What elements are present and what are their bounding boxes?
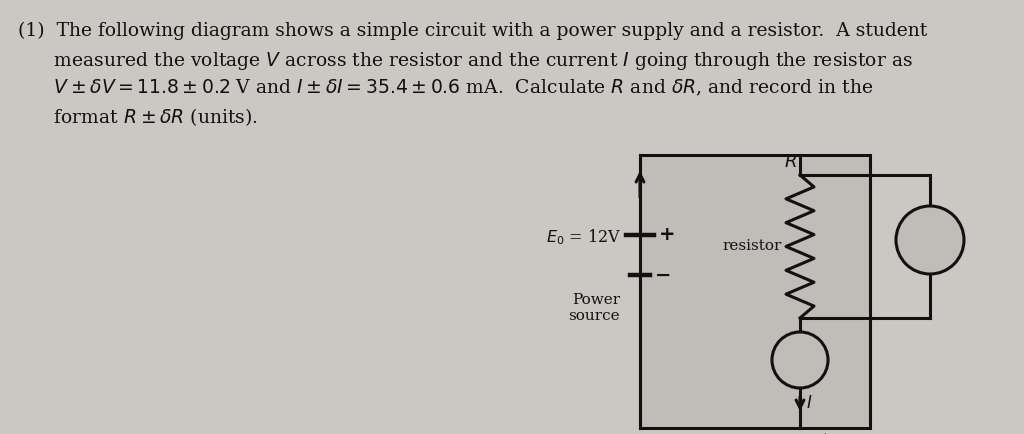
Text: format $R \pm \delta R$ (units).: format $R \pm \delta R$ (units). xyxy=(18,106,258,128)
Text: −: − xyxy=(655,266,672,285)
Text: (1)  The following diagram shows a simple circuit with a power supply and a resi: (1) The following diagram shows a simple… xyxy=(18,22,928,40)
Bar xyxy=(640,155,870,428)
Text: $I$: $I$ xyxy=(806,395,812,412)
Ellipse shape xyxy=(896,206,964,274)
Text: measured the voltage $V$ across the resistor and the current $I$ going through t: measured the voltage $V$ across the resi… xyxy=(18,50,912,72)
Text: $R$: $R$ xyxy=(783,153,797,171)
Text: resistor: resistor xyxy=(723,240,782,253)
Text: Power
source: Power source xyxy=(568,293,620,323)
Text: $V \pm \delta V = 11.8 \pm 0.2$ V and $I \pm \delta I = 35.4 \pm 0.6$ mA.  Calcu: $V \pm \delta V = 11.8 \pm 0.2$ V and $I… xyxy=(18,78,873,98)
Text: $E_0$ = 12V: $E_0$ = 12V xyxy=(546,227,621,247)
Text: current: current xyxy=(771,433,829,434)
Ellipse shape xyxy=(772,332,828,388)
Text: +: + xyxy=(659,226,676,244)
Text: V: V xyxy=(924,231,936,249)
Text: A: A xyxy=(794,352,807,368)
